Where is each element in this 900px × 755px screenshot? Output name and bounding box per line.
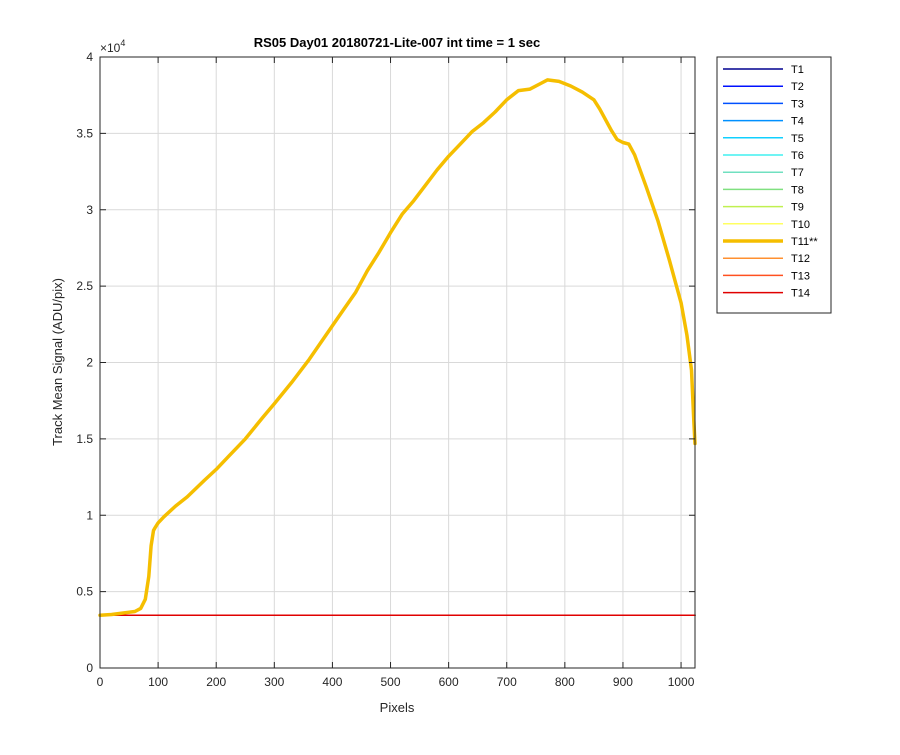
series-line-t11 (98, 78, 697, 618)
x-tick-label: 400 (322, 675, 342, 689)
x-tick-label: 800 (555, 675, 575, 689)
y-tick-label: 4 (86, 50, 93, 64)
legend-label-t1: T1 (791, 64, 804, 76)
x-tick-label: 1000 (668, 675, 695, 689)
legend-label-t8: T8 (791, 184, 804, 196)
x-tick-label: 100 (148, 675, 168, 689)
chart-title: RS05 Day01 20180721-Lite-007 int time = … (254, 35, 541, 50)
legend-label-t2: T2 (791, 81, 804, 93)
x-axis-label: Pixels (380, 700, 415, 715)
legend-label-t3: T3 (791, 98, 804, 110)
y-tick-label: 3.5 (76, 126, 93, 140)
legend-label-t6: T6 (791, 150, 804, 162)
x-tick-label: 600 (439, 675, 459, 689)
y-tick-label: 0.5 (76, 585, 93, 599)
legend-label-t5: T5 (791, 133, 804, 145)
y-axis-label: Track Mean Signal (ADU/pix) (50, 278, 65, 446)
y-tick-label: 1 (86, 508, 93, 522)
x-tick-label: 300 (264, 675, 284, 689)
legend-box (716, 56, 832, 314)
legend-label-t14: T14 (791, 288, 810, 300)
series-layer (98, 78, 697, 618)
legend-label-t10: T10 (791, 219, 810, 231)
x-tick-label: 500 (381, 675, 401, 689)
y-tick-label: 2.5 (76, 279, 93, 293)
y-tick-label: 0 (86, 661, 93, 675)
y-tick-label: 2 (86, 356, 93, 370)
y-exponent-label: ×104 (100, 38, 125, 55)
y-tick-label: 1.5 (76, 432, 93, 446)
x-tick-label: 0 (97, 675, 104, 689)
legend-label-t4: T4 (791, 116, 804, 128)
legend-label-t9: T9 (791, 202, 804, 214)
legend-label-t13: T13 (791, 270, 810, 282)
x-tick-label: 900 (613, 675, 633, 689)
x-tick-label: 700 (497, 675, 517, 689)
legend: T1 T2 T3 T4 T5 T6 T7 T8 T9 T10 T11** T12 T13 T14 (716, 56, 832, 314)
ticks: 0 100 200 300 400 500 600 700 800 900 1000 0 0.5 1 1.5… (76, 50, 695, 689)
legend-label-t12: T12 (791, 253, 810, 265)
legend-label-t11: T11** (791, 236, 818, 248)
x-tick-label: 200 (206, 675, 226, 689)
legend-label-t7: T7 (791, 167, 804, 179)
y-tick-label: 3 (86, 203, 93, 217)
